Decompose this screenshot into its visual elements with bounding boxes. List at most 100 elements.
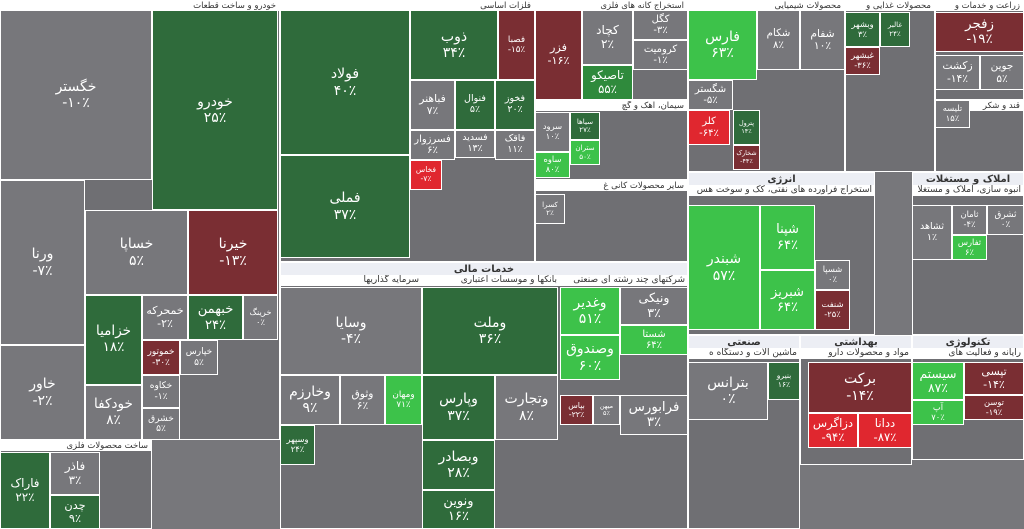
stock-change: ۱۳٪: [467, 143, 483, 154]
stock-tile: خودرو ۲۵٪: [152, 10, 278, 210]
stock-tile: ثشرق ۰٪: [987, 205, 1024, 235]
stock-change: -۱۹٪: [966, 32, 993, 47]
stock-tile: برکت -۱۴٪: [808, 362, 912, 413]
stock-tile: دزاگرس -۹۴٪: [808, 413, 858, 448]
stock-change: ۶۰٪: [578, 357, 602, 374]
stock-tile: وبصادر ۲۸٪: [422, 440, 495, 490]
stock-symbol: فخاس: [415, 165, 437, 175]
stock-symbol: ومهان: [392, 389, 415, 400]
stock-symbol: فاذر: [64, 458, 86, 473]
stock-symbol: تاصیکو: [591, 68, 624, 83]
stock-change: -۲۲٪: [568, 410, 585, 419]
stock-symbol: خیرنا: [218, 236, 248, 253]
stock-tile: وغدیر ۵۱٪: [560, 287, 620, 335]
stock-change: ۷۰٪: [931, 411, 945, 422]
stock-tile: شنفت -۲۵٪: [815, 290, 850, 330]
sector-title: محصولات شیمیایی: [689, 1, 844, 11]
stock-symbol: فاراک: [10, 475, 40, 490]
sector-title: ساخت محصولات فلزی: [1, 441, 151, 451]
stock-tile: خاور -۲٪: [0, 345, 85, 440]
stock-tile: کرومیت -۱٪: [633, 40, 688, 70]
stock-symbol: وپارس: [439, 391, 478, 408]
stock-symbol: بترانس: [707, 374, 749, 391]
stock-change: ۶۴٪: [645, 340, 663, 351]
stock-symbol: وغدیر: [573, 294, 607, 311]
stock-change: -۴٪: [340, 331, 362, 347]
stock-symbol: ونوین: [443, 493, 474, 509]
stock-tile: ونوین ۱۶٪: [422, 490, 495, 529]
stock-symbol: خزامیا: [95, 323, 132, 340]
stock-change: -۱۴٪: [846, 387, 874, 404]
stock-symbol: کگل: [651, 13, 670, 25]
stock-tile: بنیرو ۱۶٪: [768, 362, 800, 400]
sector-title: زراعت و خدمات و: [936, 1, 1023, 11]
stock-change: -۱۳٪: [219, 252, 247, 269]
stock-change: ۸۷٪: [928, 381, 948, 395]
stock-change: ۷۱٪: [396, 400, 411, 410]
stock-symbol: ثفارس: [957, 236, 982, 247]
stock-change: ۹٪: [302, 400, 318, 416]
stock-tile: خزامیا ۱۸٪: [85, 295, 142, 385]
stock-change: ۵٪: [128, 252, 145, 269]
stock-tile: غالبر ۲۴٪: [880, 12, 910, 47]
stock-symbol: کرومیت: [643, 43, 678, 55]
stock-tile: وسپهر ۲۴٪: [280, 425, 315, 465]
stock-change: -۲٪: [157, 316, 173, 330]
subsector-title: استخراج فراورده های نفتی، کک و سوخت هس: [688, 185, 875, 196]
stock-symbol: شکام: [766, 28, 791, 40]
stock-tile: فاراک ۲۲٪: [0, 452, 50, 529]
sector-title: بهداشتی: [801, 336, 911, 349]
stock-change: ۱۴٪: [741, 126, 752, 135]
sector-title: استخراج کانه های فلزی: [536, 1, 687, 11]
stock-tile: ساوه ۸۰٪: [535, 152, 570, 178]
stock-symbol: کلر: [702, 116, 716, 127]
stock-change: ۴۰٪: [333, 82, 357, 99]
stock-change: ۲٪: [546, 208, 554, 217]
stock-tile: خگستر -۱۰٪: [0, 10, 152, 180]
stock-symbol: ثشرق: [994, 209, 1017, 220]
sector-title: قند و شکر: [936, 101, 1023, 111]
stock-change: -۱٪: [653, 55, 668, 66]
stock-change: ۸٪: [106, 411, 121, 428]
stock-change: ۷٪: [426, 104, 439, 117]
stock-symbol: وسپهر: [286, 434, 309, 445]
stock-tile: خشرق ۵٪: [142, 408, 180, 440]
stock-tile: چدن ۹٪: [50, 495, 100, 529]
stock-change: ۵۰٪: [579, 151, 591, 161]
stock-tile: ثفارس ۶٪: [952, 235, 987, 260]
stock-tile: وملت ۳۶٪: [422, 287, 558, 375]
stock-symbol: وخارزم: [289, 383, 331, 400]
stock-tile: شبریز ۶۴٪: [760, 270, 815, 330]
stock-tile: فولاد ۴۰٪: [280, 10, 410, 155]
stock-change: ۰٪: [1000, 220, 1011, 230]
stock-tile: میهن ۵٪: [593, 395, 620, 425]
stock-tile: تپسی -۱۴٪: [964, 362, 1024, 395]
stock-tile: فرابورس ۳٪: [620, 395, 688, 435]
stock-change: ۲۲٪: [15, 489, 35, 504]
stock-tile: فسرزوار ۶٪: [410, 130, 455, 160]
stock-symbol: برکت: [843, 371, 877, 388]
stock-change: -۱۶٪: [547, 54, 570, 67]
stock-symbol: وبشهر: [851, 18, 874, 29]
stock-symbol: فزر: [550, 41, 567, 55]
stock-tile: بترانس ۰٪: [688, 362, 768, 420]
stock-tile: غبشهر -۳۶٪: [845, 47, 880, 75]
stock-change: ۶۴٪: [776, 237, 799, 253]
stock-change: ۲۷٪: [579, 125, 591, 134]
stock-tile: فنوال ۵٪: [455, 80, 495, 130]
stock-symbol: وثوق: [351, 386, 374, 400]
sector-title: خودرو و ساخت قطعات: [1, 1, 279, 11]
stock-change: -۸۷٪: [873, 429, 897, 444]
stock-change: ۲٪: [600, 36, 615, 51]
stock-symbol: شنفت: [821, 299, 844, 310]
stock-symbol: زکشت: [942, 59, 973, 73]
stock-tile: خرینگ ۰٪: [243, 295, 278, 340]
stock-tile: خکاوه -۱٪: [142, 375, 180, 408]
stock-tile: زفجر -۱۹٪: [935, 12, 1024, 52]
stock-change: ۵۱٪: [578, 311, 602, 327]
stock-symbol: کچاد: [596, 22, 619, 37]
stock-tile: ثشاهد ۱٪: [912, 205, 952, 260]
stock-symbol: فباهنر: [419, 91, 446, 105]
subsector-title: رایانه و فعالیت های: [912, 348, 1024, 359]
